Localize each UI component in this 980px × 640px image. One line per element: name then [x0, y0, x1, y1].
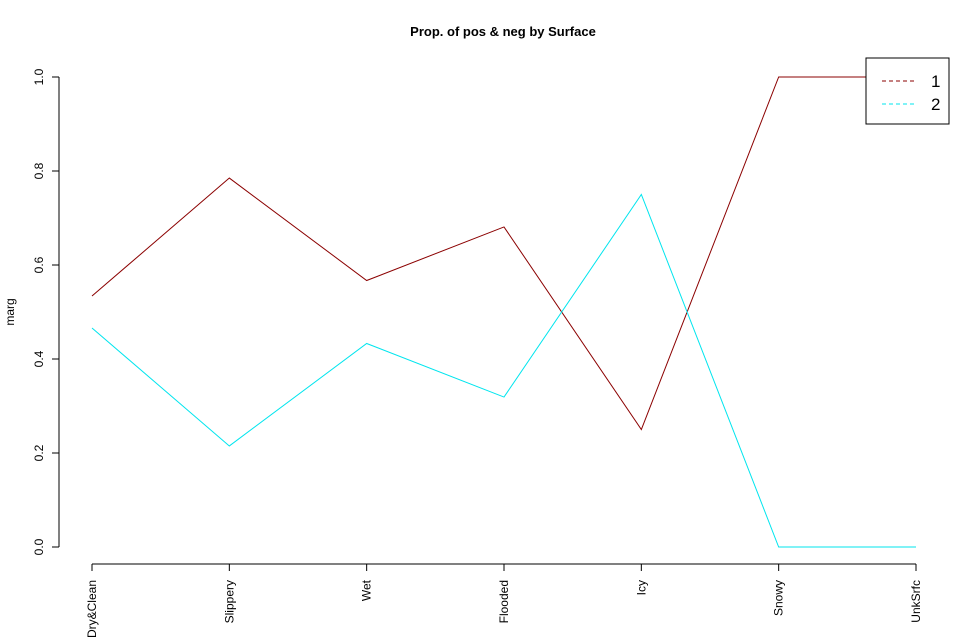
x-axis: Dry&Clean Slippery Wet Flooded Icy Snowy UnkSr… — [85, 563, 923, 638]
x-tick-label: Flooded — [497, 580, 511, 623]
legend: 1 2 — [865, 57, 950, 125]
x-tick-label: Icy — [634, 580, 648, 595]
y-tick-label: 0.4 — [32, 350, 46, 367]
y-tick-label: 0.2 — [32, 444, 46, 461]
legend-label-series-1: 1 — [931, 72, 940, 91]
series-line-1 — [91, 76, 916, 431]
series-line-2 — [91, 193, 916, 548]
y-tick-label: 0.8 — [32, 162, 46, 179]
y-tick-label: 0.0 — [32, 538, 46, 555]
legend-label-series-2: 2 — [931, 95, 940, 114]
x-tick-label: Dry&Clean — [85, 580, 99, 638]
y-axis: 0.0 0.2 0.4 0.6 0.8 1.0 — [32, 68, 60, 555]
legend-box — [865, 57, 950, 125]
x-tick-label: Wet — [360, 579, 374, 601]
x-tick-label: Snowy — [772, 580, 786, 616]
y-tick-label: 1.0 — [32, 68, 46, 85]
series-layer — [91, 76, 916, 548]
y-tick-label: 0.6 — [32, 256, 46, 273]
chart-title: Prop. of pos & neg by Surface — [410, 24, 596, 39]
x-tick-label: UnkSrfc — [909, 580, 923, 623]
x-tick-label: Slippery — [222, 580, 236, 623]
y-axis-label: marg — [3, 298, 17, 325]
